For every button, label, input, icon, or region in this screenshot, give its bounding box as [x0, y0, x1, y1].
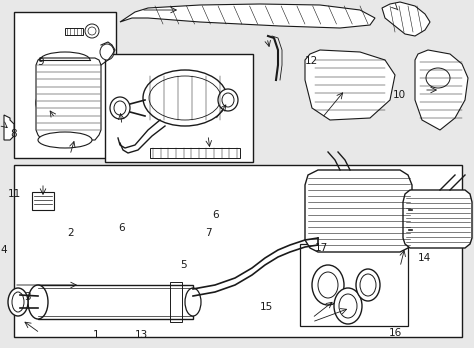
Text: 3: 3 [24, 292, 30, 302]
Text: 9: 9 [37, 57, 44, 67]
Polygon shape [305, 170, 412, 252]
Ellipse shape [143, 70, 227, 126]
Bar [170, 282, 182, 322]
Ellipse shape [334, 288, 362, 324]
Text: 10: 10 [392, 90, 406, 100]
Text: 7: 7 [205, 228, 212, 238]
Text: 4: 4 [0, 245, 7, 255]
Text: 2: 2 [67, 228, 73, 238]
Text: 12: 12 [305, 56, 319, 66]
Polygon shape [4, 115, 14, 140]
Text: 6: 6 [212, 210, 219, 220]
Text: 16: 16 [389, 329, 402, 338]
Text: 14: 14 [418, 253, 431, 262]
Text: 15: 15 [260, 302, 273, 312]
Ellipse shape [218, 89, 238, 111]
Text: 6: 6 [118, 223, 125, 233]
Ellipse shape [100, 44, 114, 60]
Polygon shape [382, 2, 430, 36]
Bar [32, 192, 54, 210]
Ellipse shape [356, 269, 380, 301]
Ellipse shape [36, 89, 60, 117]
Polygon shape [415, 50, 468, 130]
Ellipse shape [28, 285, 48, 319]
Bar [38, 285, 193, 319]
Bar [150, 148, 240, 158]
Text: 17: 17 [315, 243, 328, 253]
Bar [65, 28, 83, 35]
Text: 13: 13 [135, 330, 148, 340]
Polygon shape [120, 4, 375, 28]
Ellipse shape [8, 288, 28, 316]
Bar [14, 165, 462, 337]
Polygon shape [36, 58, 101, 140]
Polygon shape [305, 50, 395, 120]
Ellipse shape [312, 265, 344, 305]
Text: 11: 11 [8, 189, 21, 199]
Bar [105, 54, 253, 162]
Ellipse shape [38, 132, 92, 148]
Ellipse shape [85, 24, 99, 38]
Text: 8: 8 [10, 129, 17, 139]
Polygon shape [403, 190, 472, 248]
Ellipse shape [110, 97, 130, 119]
Text: 5: 5 [181, 260, 187, 270]
Bar [14, 12, 116, 158]
Text: 1: 1 [92, 330, 99, 340]
Bar [300, 244, 408, 326]
Ellipse shape [426, 68, 450, 88]
Ellipse shape [185, 288, 201, 316]
